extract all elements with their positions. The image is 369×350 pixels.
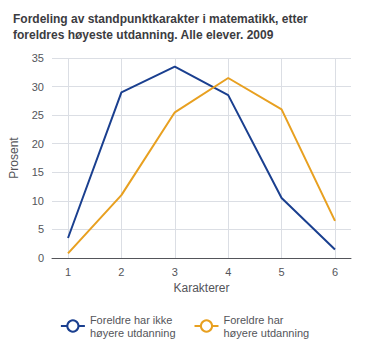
svg-text:Karakterer: Karakterer — [173, 281, 229, 295]
svg-text:høyere utdanning: høyere utdanning — [90, 327, 176, 339]
svg-text:10: 10 — [32, 195, 44, 207]
svg-text:5: 5 — [38, 223, 44, 235]
svg-text:5: 5 — [279, 266, 285, 278]
svg-text:15: 15 — [32, 166, 44, 178]
svg-text:4: 4 — [225, 266, 231, 278]
svg-text:2: 2 — [118, 266, 124, 278]
svg-text:35: 35 — [32, 52, 44, 64]
svg-text:0: 0 — [38, 252, 44, 264]
svg-text:30: 30 — [32, 81, 44, 93]
svg-text:1: 1 — [65, 266, 71, 278]
svg-text:20: 20 — [32, 138, 44, 150]
svg-text:foreldres høyeste utdanning. A: foreldres høyeste utdanning. Alle elever… — [13, 28, 274, 42]
svg-text:Fordeling av standpunktkarakte: Fordeling av standpunktkarakter i matema… — [13, 12, 308, 26]
svg-text:Foreldre har: Foreldre har — [224, 314, 284, 326]
svg-text:6: 6 — [332, 266, 338, 278]
svg-text:3: 3 — [172, 266, 178, 278]
svg-text:høyere utdanning: høyere utdanning — [224, 327, 310, 339]
svg-text:Foreldre har ikke: Foreldre har ikke — [90, 314, 173, 326]
svg-text:25: 25 — [32, 109, 44, 121]
svg-text:Prosent: Prosent — [7, 137, 21, 179]
